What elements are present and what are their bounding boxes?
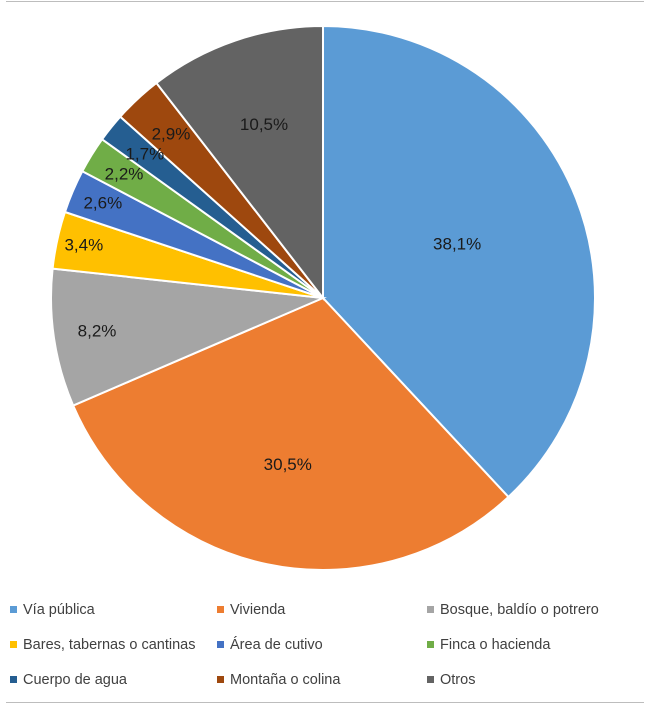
legend-item-vivienda: Vivienda (217, 602, 427, 618)
legend-item-bosque: Bosque, baldío o potrero (427, 602, 640, 618)
legend-item-otros: Otros (427, 672, 640, 688)
legend-item-montana: Montaña o colina (217, 672, 427, 688)
legend-swatch (10, 606, 17, 613)
legend-label: Bares, tabernas o cantinas (23, 636, 196, 653)
legend-item-finca: Finca o hacienda (427, 637, 640, 653)
legend-row: Vía pública Vivienda Bosque, baldío o po… (10, 592, 640, 627)
slice-data-label: 30,5% (264, 455, 312, 474)
pie-slice-vía-pública (322, 24, 596, 499)
legend-swatch (217, 606, 224, 613)
legend-swatch (427, 606, 434, 613)
legend-item-bares: Bares, tabernas o cantinas (10, 637, 217, 653)
pie-slice-otros (155, 24, 324, 301)
legend-label: Otros (440, 671, 476, 688)
slice-data-label: 2,2% (105, 164, 144, 183)
slice-data-label: 1,7% (125, 144, 164, 163)
slice-data-label: 2,9% (152, 124, 191, 143)
legend-item-area-cultivo: Área de cutivo (217, 637, 427, 653)
legend-label: Finca o hacienda (440, 636, 551, 653)
slice-data-label: 10,5% (240, 115, 288, 134)
chart-legend: Vía pública Vivienda Bosque, baldío o po… (10, 592, 640, 697)
top-divider (6, 1, 644, 2)
slice-data-label: 3,4% (64, 235, 103, 254)
pie-slice-vivienda (71, 296, 510, 571)
legend-swatch (427, 641, 434, 648)
legend-row: Cuerpo de agua Montaña o colina Otros (10, 662, 640, 697)
pie-chart: 38,1% 30,5% 8,2% 3,4% 2,6% 2,2%1,7%2,9% 10,5% (50, 24, 596, 571)
legend-row: Bares, tabernas o cantinas Área de cutiv… (10, 627, 640, 662)
legend-item-via-publica: Vía pública (10, 602, 217, 618)
legend-swatch (427, 676, 434, 683)
legend-label: Área de cutivo (230, 636, 323, 653)
slice-data-label: 8,2% (78, 321, 117, 340)
slice-data-label: 38,1% (433, 235, 481, 254)
pie-slice-bosque-baldío-o-potrero (50, 267, 327, 407)
legend-label: Cuerpo de agua (23, 671, 127, 688)
legend-label: Montaña o colina (230, 671, 341, 688)
bottom-divider (6, 702, 644, 703)
legend-label: Bosque, baldío o potrero (440, 601, 599, 618)
legend-swatch (217, 676, 224, 683)
legend-swatch (217, 641, 224, 648)
legend-swatch (10, 676, 17, 683)
legend-label: Vía pública (23, 601, 95, 618)
legend-item-cuerpo-agua: Cuerpo de agua (10, 672, 217, 688)
legend-label: Vivienda (230, 601, 286, 618)
legend-swatch (10, 641, 17, 648)
slice-data-label: 2,6% (83, 194, 122, 213)
